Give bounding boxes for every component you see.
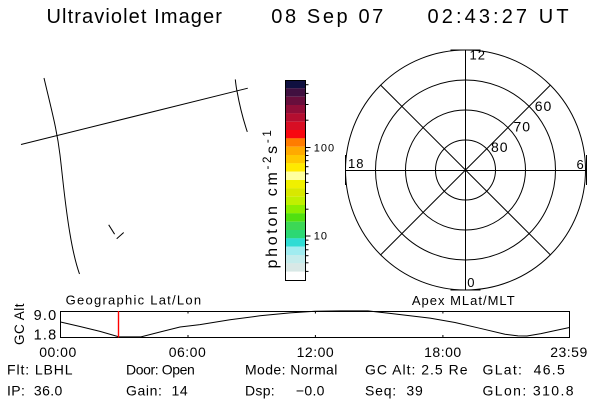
svg-text:60: 60 [535,98,553,114]
svg-text:IP: 36.0: IP: 36.0 [7,383,63,399]
svg-text:08 Sep 07: 08 Sep 07 [271,6,386,28]
svg-text:photon cm-2s-1: photon cm-2s-1 [262,128,281,269]
svg-text:1.8: 1.8 [34,328,58,344]
svg-text:Flt: LBHL: Flt: LBHL [7,362,73,378]
svg-text:Gain: 14: Gain: 14 [126,383,188,399]
svg-text:Door: Open: Door: Open [126,362,194,378]
svg-text:0: 0 [467,275,474,290]
svg-text:Ultraviolet Imager: Ultraviolet Imager [47,6,224,28]
svg-text:70: 70 [514,119,532,135]
svg-text:18:00: 18:00 [424,344,462,360]
svg-text:23:59: 23:59 [550,344,588,360]
svg-text:Apex MLat/MLT: Apex MLat/MLT [412,293,516,308]
svg-text:06:00: 06:00 [169,344,207,360]
svg-text:GC Alt: GC Alt [12,303,27,345]
svg-text:GLat: 46.5: GLat: 46.5 [483,362,567,378]
svg-text:Seq: 39: Seq: 39 [365,383,424,399]
svg-text:18: 18 [348,156,364,171]
svg-text:100: 100 [314,143,335,155]
svg-text:12: 12 [470,48,486,63]
svg-text:9.0: 9.0 [34,308,58,324]
svg-text:Mode: Normal: Mode: Normal [245,362,338,378]
svg-text:Geographic Lat/Lon: Geographic Lat/Lon [66,293,203,308]
svg-text:6: 6 [577,157,584,172]
svg-text:80: 80 [491,139,509,155]
svg-text:10: 10 [314,231,328,243]
svg-text:GLon: 310.8: GLon: 310.8 [483,383,575,399]
svg-text:12:00: 12:00 [297,344,335,360]
svg-text:Dsp: −0.0: Dsp: −0.0 [245,383,325,399]
svg-text:GC Alt: 2.5 Re: GC Alt: 2.5 Re [365,362,468,378]
svg-text:00:00: 00:00 [39,344,77,360]
svg-text:02:43:27 UT: 02:43:27 UT [428,6,572,28]
